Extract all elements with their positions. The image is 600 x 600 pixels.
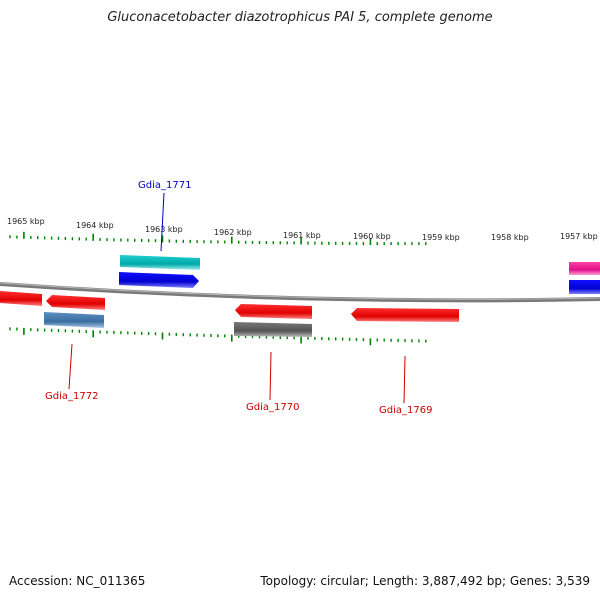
accession-text: Accession: NC_011365 (9, 574, 146, 588)
feature-steel[interactable] (44, 312, 104, 328)
feature-gdia-1769[interactable] (351, 308, 459, 322)
feature-blue-right[interactable] (569, 280, 600, 294)
forward-features (119, 255, 600, 294)
kbp-label: 1965 kbp (7, 217, 45, 226)
kbp-label: 1962 kbp (214, 228, 252, 237)
gene-label-gdia-1771[interactable]: Gdia_1771 (138, 180, 191, 191)
kbp-label: 1964 kbp (76, 221, 114, 230)
feature-gdia-1771[interactable] (119, 272, 199, 288)
feature-gdia-1772[interactable] (46, 295, 105, 310)
reverse-features (0, 291, 459, 337)
kbp-label: 1963 kbp (145, 225, 183, 234)
feature-cyan[interactable] (120, 255, 200, 270)
gene-label-gdia-1769[interactable]: Gdia_1769 (379, 405, 432, 416)
scale-ticks-inner (9, 327, 427, 346)
feature-magenta[interactable] (569, 262, 600, 275)
gene-label-gdia-1772[interactable]: Gdia_1772 (45, 391, 98, 402)
feature-grey[interactable] (234, 322, 312, 337)
kbp-label: 1958 kbp (491, 233, 529, 242)
gene-leaders (68, 192, 406, 404)
scale-labels: 1965 kbp 1964 kbp 1963 kbp 1962 kbp 1961… (7, 217, 598, 242)
kbp-label: 1961 kbp (283, 231, 321, 240)
topology-text: Topology: circular; Length: 3,887,492 bp… (260, 574, 590, 588)
feature-red-left[interactable] (0, 291, 42, 306)
gene-label-gdia-1770[interactable]: Gdia_1770 (246, 402, 299, 413)
kbp-label: 1960 kbp (353, 232, 391, 241)
map-title: Gluconacetobacter diazotrophicus PAI 5, … (107, 10, 493, 25)
feature-gdia-1770[interactable] (235, 304, 312, 319)
gene-labels: Gdia_1771 Gdia_1772 Gdia_1770 Gdia_1769 (45, 180, 432, 416)
kbp-label: 1959 kbp (422, 233, 460, 242)
kbp-label: 1957 kbp (560, 232, 598, 241)
scale-ticks-outer (9, 231, 427, 246)
genome-backbone (0, 282, 600, 303)
